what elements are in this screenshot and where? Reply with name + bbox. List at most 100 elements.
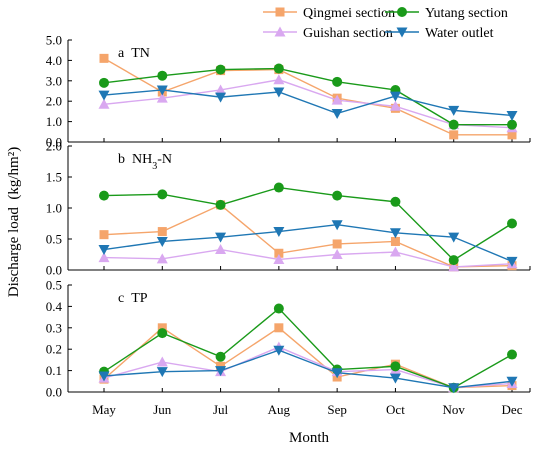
x-axis-title: Month	[289, 430, 330, 446]
data-point-yutang-section	[507, 119, 517, 130]
panel-label: b NH3-N	[118, 152, 172, 172]
data-point-guishan-section	[215, 84, 227, 95]
data-point-yutang-section	[99, 190, 109, 201]
data-point-water-outlet	[389, 91, 401, 102]
data-point-qingmei-section	[274, 323, 284, 333]
panel-label: a TN	[118, 46, 150, 61]
legend-marker	[275, 7, 285, 17]
data-point-guishan-section	[273, 253, 285, 264]
y-tick-label: 0.1	[46, 363, 62, 378]
data-point-yutang-section	[507, 349, 517, 360]
legend-item: Water outlet	[385, 26, 494, 41]
data-point-qingmei-section	[449, 130, 459, 140]
data-point-qingmei-section	[157, 323, 167, 333]
x-tick-label: Jun	[153, 402, 172, 417]
data-point-water-outlet	[389, 373, 401, 384]
data-point-water-outlet	[506, 376, 518, 387]
x-tick-label: Dec	[502, 402, 523, 417]
data-point-water-outlet	[331, 368, 343, 379]
y-tick-label: 5.0	[46, 33, 62, 48]
data-point-yutang-section	[215, 351, 226, 362]
data-point-water-outlet	[156, 85, 168, 96]
data-point-guishan-section	[156, 356, 168, 367]
series-line-water-outlet	[103, 224, 513, 262]
data-point-guishan-section	[98, 252, 110, 263]
series-line-yutang-section	[103, 186, 513, 261]
y-axis-title: Discharge load (kg/hm²)	[6, 147, 22, 297]
data-point-yutang-section	[157, 189, 168, 200]
y-tick-label: 3.0	[46, 73, 62, 88]
data-point-qingmei-section	[507, 130, 517, 140]
data-point-yutang-section	[157, 70, 168, 81]
data-point-yutang-section	[448, 255, 459, 266]
data-point-yutang-section	[332, 76, 343, 87]
data-point-qingmei-section	[157, 227, 167, 237]
data-point-water-outlet	[156, 367, 168, 378]
data-point-water-outlet	[331, 108, 343, 119]
y-tick-label: 2.0	[46, 94, 62, 109]
panels-layer: 0.01.02.03.04.05.0a TN0.00.51.01.52.0b N…	[46, 33, 531, 417]
data-point-water-outlet	[215, 92, 227, 103]
legend-marker	[274, 26, 286, 37]
data-point-yutang-section	[507, 218, 517, 229]
data-point-water-outlet	[273, 87, 285, 98]
data-point-guishan-section	[215, 244, 227, 255]
data-point-water-outlet	[98, 371, 110, 382]
data-point-yutang-section	[273, 182, 284, 193]
y-tick-label: 4.0	[46, 53, 62, 68]
y-tick-label: 0.3	[46, 320, 62, 335]
x-tick-label: Aug	[268, 402, 291, 417]
legend-item: Guishan section	[263, 26, 393, 41]
legend-item: Qingmei section	[263, 6, 395, 21]
legend-label: Water outlet	[425, 26, 494, 41]
y-tick-label: 1.5	[46, 170, 62, 185]
data-point-qingmei-section	[274, 248, 284, 258]
data-point-guishan-section	[448, 261, 460, 272]
data-point-water-outlet	[448, 383, 460, 394]
data-point-yutang-section	[273, 303, 284, 314]
data-point-guishan-section	[156, 253, 168, 264]
data-point-guishan-section	[389, 100, 401, 111]
y-tick-label: 0.5	[46, 278, 62, 293]
data-point-yutang-section	[215, 64, 226, 75]
data-point-yutang-section	[390, 196, 401, 207]
data-point-water-outlet	[331, 220, 343, 231]
data-point-guishan-section	[331, 94, 343, 105]
y-tick-label: 0.0	[46, 385, 62, 400]
data-point-yutang-section	[390, 361, 401, 372]
y-tick-label: 1.0	[46, 201, 62, 216]
data-point-qingmei-section	[99, 230, 109, 240]
x-tick-label: Sep	[327, 402, 347, 417]
y-tick-label: 0.0	[46, 135, 62, 150]
data-point-water-outlet	[98, 90, 110, 101]
data-point-yutang-section	[157, 328, 168, 339]
data-point-water-outlet	[273, 227, 285, 238]
panel-label: c TP	[118, 291, 148, 306]
data-point-water-outlet	[448, 105, 460, 116]
series-line-qingmei-section	[103, 57, 512, 136]
legend-marker	[396, 27, 408, 38]
data-point-guishan-section	[156, 92, 168, 103]
panel-a: 0.0 1.0 2.0 3.0 4.0 5.0 a TN	[46, 33, 531, 150]
series-line-water-outlet	[103, 89, 513, 117]
legend-label: Guishan section	[303, 26, 393, 41]
data-point-guishan-section	[98, 98, 110, 109]
series-line-qingmei-section	[103, 204, 513, 268]
y-tick-label: 0.2	[46, 342, 62, 357]
data-point-yutang-section	[215, 199, 226, 210]
series-line-yutang-section	[103, 307, 513, 389]
x-tick-label: Jul	[213, 402, 229, 417]
series-line-water-outlet	[103, 349, 513, 389]
data-point-water-outlet	[156, 236, 168, 247]
y-tick-label: 2.0	[46, 139, 62, 154]
x-tick-label: Nov	[443, 402, 466, 417]
legend-item: Yutang section	[385, 6, 508, 21]
legend: Qingmei section Yutang section Guishan sec…	[263, 6, 508, 41]
legend-marker	[397, 7, 407, 17]
legend-label: Qingmei section	[303, 6, 395, 21]
data-point-qingmei-section	[390, 236, 400, 246]
panel-c: 0.0 0.1 0.2 0.3 0.4 0.5 c TP	[46, 278, 531, 400]
series-line-guishan-section	[103, 79, 513, 129]
series-line-guishan-section	[103, 248, 513, 268]
